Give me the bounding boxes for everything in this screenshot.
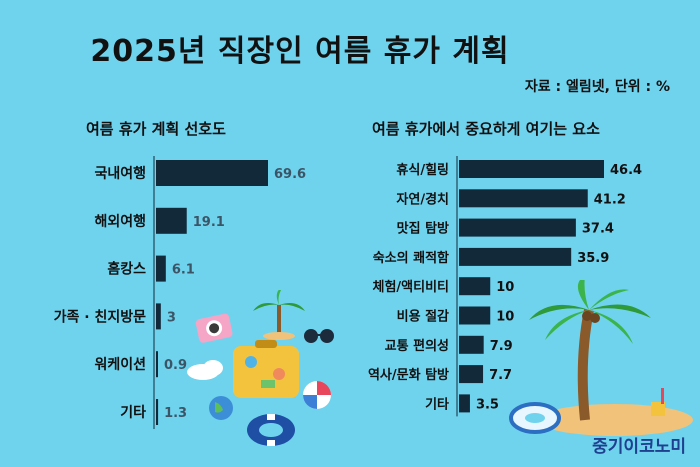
right-bar xyxy=(459,277,491,296)
swim-ring-icon xyxy=(509,402,561,434)
right-category-label: 기타 xyxy=(425,396,449,412)
left-category-label: 가족 · 친지방문 xyxy=(54,308,146,325)
source-unit-note: 자료 : 엘림넷, 단위 : % xyxy=(524,79,670,95)
travel-illustration xyxy=(187,290,334,446)
suitcase-icon xyxy=(233,340,299,398)
left-category-label: 해외여행 xyxy=(94,213,146,230)
right-bar xyxy=(459,365,484,384)
right-value-label: 7.9 xyxy=(490,339,513,354)
right-category-label: 숙소의 쾌적함 xyxy=(373,250,449,266)
left-chart-subtitle: 여름 휴가 계획 선호도 xyxy=(86,120,226,138)
left-bar xyxy=(156,207,187,234)
right-bar xyxy=(459,160,604,178)
right-category-label: 맛집 탐방 xyxy=(397,221,449,237)
right-value-label: 46.4 xyxy=(610,163,642,178)
left-value-label: 3 xyxy=(167,310,176,325)
left-bar xyxy=(156,399,159,425)
sand-bucket-icon xyxy=(651,388,665,416)
left-bar xyxy=(156,160,268,186)
right-category-label: 교통 편의성 xyxy=(385,338,449,354)
right-value-label: 41.2 xyxy=(594,192,626,207)
right-bar xyxy=(459,189,588,208)
right-bar xyxy=(459,306,491,325)
right-value-label: 10 xyxy=(496,310,514,325)
right-category-label: 자연/경치 xyxy=(396,191,449,207)
swim-ring-icon xyxy=(247,414,295,446)
globe-icon xyxy=(209,396,233,420)
right-value-label: 35.9 xyxy=(577,251,609,266)
small-palm-icon xyxy=(253,290,305,340)
right-category-label: 역사/문화 탐방 xyxy=(368,367,449,383)
right-chart-subtitle: 여름 휴가에서 중요하게 여기는 요소 xyxy=(372,120,600,138)
camera-icon xyxy=(195,313,233,343)
brand-logo: 중기이코노미 xyxy=(592,437,686,457)
left-value-label: 6.1 xyxy=(172,263,195,278)
left-bar xyxy=(156,351,158,378)
right-value-label: 3.5 xyxy=(476,397,499,412)
right-value-label: 10 xyxy=(496,280,514,295)
right-value-label: 37.4 xyxy=(582,222,614,237)
chart-title: 2025년 직장인 여름 휴가 계획 xyxy=(90,34,510,69)
beach-ball-icon xyxy=(303,381,331,409)
left-category-label: 워케이션 xyxy=(94,356,146,373)
palm-island-illustration xyxy=(509,280,693,436)
right-bar xyxy=(459,247,572,266)
left-category-label: 홈캉스 xyxy=(107,261,146,278)
left-value-label: 69.6 xyxy=(274,167,306,182)
right-bar xyxy=(459,218,576,237)
right-bar xyxy=(459,394,470,413)
right-category-label: 휴식/힐링 xyxy=(396,162,449,178)
right-value-label: 7.7 xyxy=(489,368,512,383)
right-bar xyxy=(459,335,484,354)
left-category-label: 국내여행 xyxy=(94,165,146,182)
cloud-icon xyxy=(187,360,223,380)
left-bar xyxy=(156,255,166,282)
left-value-label: 1.3 xyxy=(164,406,187,421)
left-value-label: 0.9 xyxy=(164,358,187,373)
left-value-label: 19.1 xyxy=(193,215,225,230)
right-category-label: 체험/액티비티 xyxy=(372,279,449,295)
left-bar xyxy=(156,303,161,330)
right-category-label: 비용 절감 xyxy=(397,309,449,325)
left-category-label: 기타 xyxy=(120,405,146,421)
sunglasses-icon xyxy=(304,329,334,343)
